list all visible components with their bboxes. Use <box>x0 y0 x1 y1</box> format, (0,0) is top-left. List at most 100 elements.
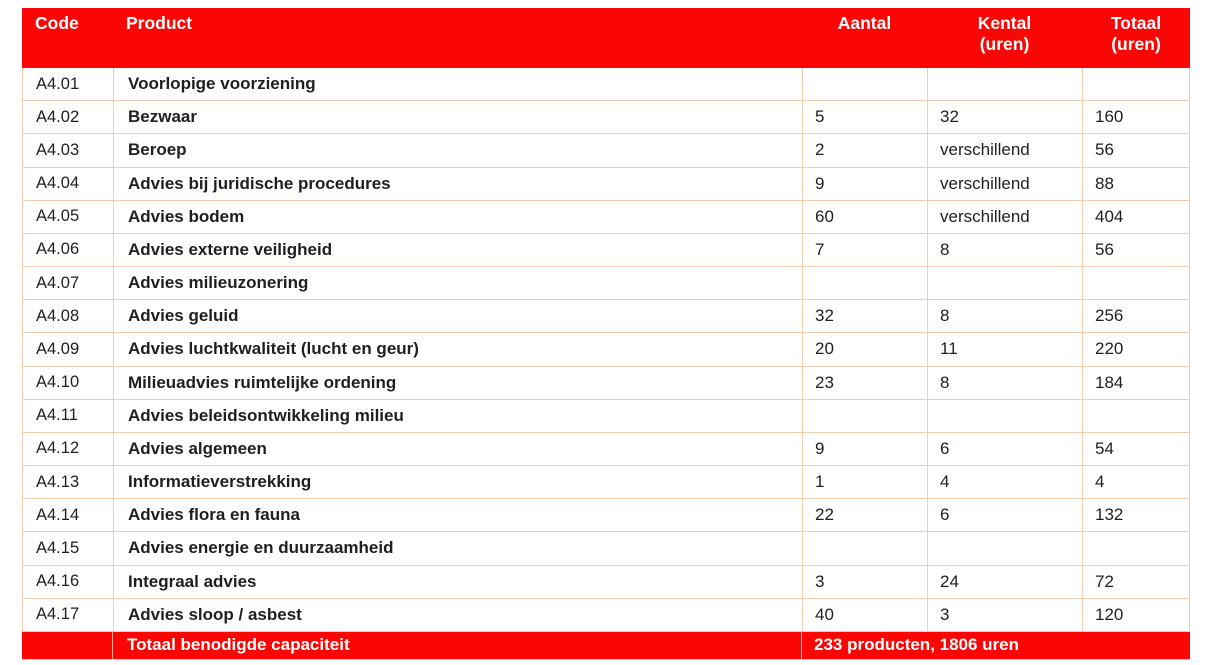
footer-code-cell <box>22 631 113 659</box>
kental-cell: verschillend <box>928 167 1083 200</box>
column-header-totaal: Totaal (uren) <box>1082 8 1190 68</box>
code-cell: A4.17 <box>23 598 114 631</box>
column-header-product: Product <box>113 8 802 68</box>
column-header-unit: (uren) <box>979 34 1030 54</box>
totaal-cell <box>1083 532 1191 564</box>
kental-cell: 8 <box>928 300 1083 333</box>
product-cell: Advies flora en fauna <box>114 499 803 532</box>
totaal-cell: 4 <box>1095 472 1105 492</box>
product-cell: Advies bij juridische procedures <box>114 167 803 200</box>
code-cell: A4.06 <box>23 233 114 267</box>
kental-cell: verschillend <box>928 134 1083 167</box>
aantal-cell: 2 <box>803 134 928 167</box>
kental-cell: 24 <box>928 565 1083 598</box>
kental-cell: 3 <box>928 598 1083 631</box>
column-header-aantal: Aantal <box>802 8 927 68</box>
column-header-label: Aantal <box>837 13 892 33</box>
aantal-cell: 9 <box>803 167 928 200</box>
totaal-cell: 256 <box>1095 306 1124 326</box>
table-row: A4.08 Advies geluid 32 8 256 <box>23 300 1189 334</box>
kental-cell: verschillend <box>928 200 1083 233</box>
table-row: A4.16 Integraal advies 3 24 72 <box>23 565 1189 599</box>
totaal-cell: 404 <box>1095 206 1124 226</box>
product-cell: Advies sloop / asbest <box>114 598 803 631</box>
table-row: A4.12 Advies algemeen 9 6 54 <box>23 432 1189 467</box>
aantal-cell: 3 <box>803 565 928 598</box>
kental-cell: 11 <box>928 333 1083 366</box>
kental-cell: 8 <box>928 366 1083 399</box>
product-cell: Advies bodem <box>114 200 803 233</box>
footer-total-label: Totaal benodigde capaciteit <box>113 631 802 659</box>
table-row: A4.03 Beroep 2 verschillend 56 <box>23 134 1189 168</box>
kental-cell <box>928 399 1083 432</box>
aantal-cell: 20 <box>803 333 928 366</box>
aantal-cell <box>803 267 928 300</box>
totaal-cell <box>1083 68 1191 100</box>
column-header-label: Product <box>126 13 193 33</box>
table-row: A4.09 Advies luchtkwaliteit (lucht en ge… <box>23 333 1189 367</box>
table-row: A4.13 Informatieverstrekking 1 4 4 <box>23 466 1189 500</box>
table-row: A4.07 Advies milieuzonering <box>23 267 1189 301</box>
kental-cell <box>928 68 1083 101</box>
aantal-cell <box>803 532 928 565</box>
code-cell: A4.12 <box>23 432 114 466</box>
table-row: A4.15 Advies energie en duurzaamheid <box>23 532 1191 566</box>
capacity-table: Code Product Aantal Kental (uren) Totaal… <box>22 8 1190 660</box>
product-cell: Advies milieuzonering <box>114 267 803 300</box>
kental-cell: 32 <box>928 101 1083 134</box>
code-cell: A4.04 <box>23 167 114 200</box>
code-cell: A4.15 <box>23 532 114 565</box>
code-cell: A4.05 <box>23 200 114 233</box>
table-row: A4.11 Advies beleidsontwikkeling milieu <box>23 399 1191 433</box>
column-header-label: Kental <box>977 13 1032 33</box>
product-cell: Advies luchtkwaliteit (lucht en geur) <box>114 333 803 366</box>
table-row: A4.04 Advies bij juridische procedures 9… <box>23 167 1189 201</box>
aantal-cell: 23 <box>803 366 928 399</box>
totaal-cell: 120 <box>1095 604 1124 624</box>
product-cell: Advies beleidsontwikkeling milieu <box>114 399 803 432</box>
aantal-cell: 60 <box>803 200 928 233</box>
table-row: A4.05 Advies bodem 60 verschillend 404 <box>23 200 1189 234</box>
product-cell: Bezwaar <box>114 101 803 134</box>
table-row: A4.01 Voorlopige voorziening <box>23 68 1191 102</box>
product-cell: Voorlopige voorziening <box>114 68 803 101</box>
table-row: A4.14 Advies flora en fauna 22 6 132 <box>23 499 1189 533</box>
column-header-kental: Kental (uren) <box>927 8 1082 68</box>
totaal-cell: 184 <box>1095 372 1124 392</box>
table-header-row: Code Product Aantal Kental (uren) Totaal… <box>22 8 1190 68</box>
column-header-unit: (uren) <box>1111 34 1161 54</box>
code-cell: A4.01 <box>23 68 114 101</box>
totaal-cell <box>1083 400 1191 432</box>
column-header-label: Code <box>35 13 79 33</box>
aantal-cell: 32 <box>803 300 928 333</box>
code-cell: A4.08 <box>23 300 114 333</box>
kental-cell: 8 <box>928 233 1083 267</box>
table-row: A4.10 Milieuadvies ruimtelijke ordening … <box>23 366 1189 400</box>
table-body: A4.01 Voorlopige voorziening A4.02 Bezwa… <box>22 68 1190 632</box>
table-row: A4.06 Advies externe veiligheid 7 8 56 <box>23 233 1189 268</box>
aantal-cell: 40 <box>803 598 928 631</box>
footer-total-value: 233 producten, 1806 uren <box>814 635 1020 655</box>
totaal-cell: 220 <box>1095 339 1124 359</box>
kental-cell: 6 <box>928 499 1083 532</box>
aantal-cell: 7 <box>803 233 928 267</box>
product-cell: Integraal advies <box>114 565 803 598</box>
column-header-code: Code <box>22 8 113 68</box>
code-cell: A4.13 <box>23 466 114 499</box>
totaal-cell: 88 <box>1095 173 1114 193</box>
totaal-cell: 132 <box>1095 505 1124 525</box>
product-cell: Advies algemeen <box>114 432 803 466</box>
kental-cell <box>928 532 1083 565</box>
code-cell: A4.11 <box>23 399 114 432</box>
aantal-cell: 22 <box>803 499 928 532</box>
product-cell: Advies geluid <box>114 300 803 333</box>
code-cell: A4.09 <box>23 333 114 366</box>
totaal-cell: 56 <box>1095 140 1114 160</box>
code-cell: A4.02 <box>23 101 114 134</box>
table-row: A4.02 Bezwaar 5 32 160 <box>23 101 1189 135</box>
table-row: A4.17 Advies sloop / asbest 40 3 120 <box>23 598 1189 632</box>
product-cell: Beroep <box>114 134 803 167</box>
product-cell: Informatieverstrekking <box>114 466 803 499</box>
aantal-cell <box>803 68 928 101</box>
code-cell: A4.07 <box>23 267 114 300</box>
